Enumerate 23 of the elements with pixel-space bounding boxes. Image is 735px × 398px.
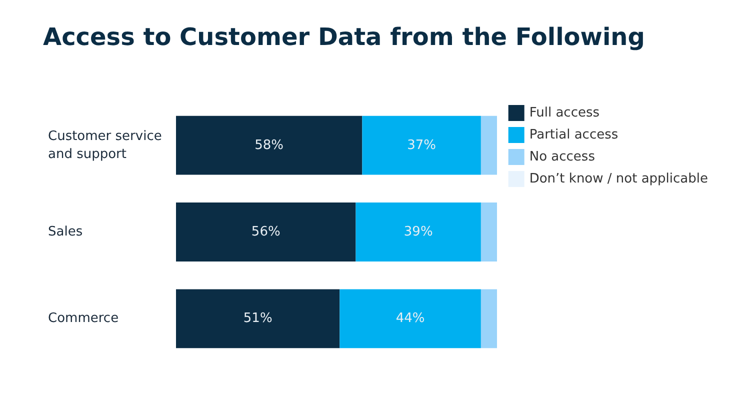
bar: [480, 202, 497, 262]
chart-title: Access to Customer Data from the Following: [43, 23, 645, 51]
legend-label: Full access: [529, 106, 600, 120]
y-tick-label: Sales: [48, 224, 83, 240]
data-label: 51%: [243, 311, 272, 326]
bar: [356, 202, 481, 262]
bar: [176, 116, 362, 175]
y-tick-label: Customer service and support: [48, 128, 162, 162]
data-label: 39%: [404, 224, 433, 240]
data-label: 58%: [254, 138, 284, 153]
data-label: 44%: [396, 311, 425, 326]
bar: [176, 202, 356, 262]
bar: [362, 116, 481, 175]
legend-label: Partial access: [529, 128, 618, 142]
y-tick-label: Commerce: [48, 311, 119, 326]
bar: [340, 289, 481, 348]
data-label: 37%: [407, 138, 436, 153]
data-label: 56%: [251, 224, 280, 240]
bar: [176, 289, 340, 348]
bar: [480, 289, 497, 348]
legend-label: No access: [529, 150, 596, 164]
legend-label: Don’t know / not applicable: [529, 172, 708, 186]
bar: [480, 116, 497, 175]
